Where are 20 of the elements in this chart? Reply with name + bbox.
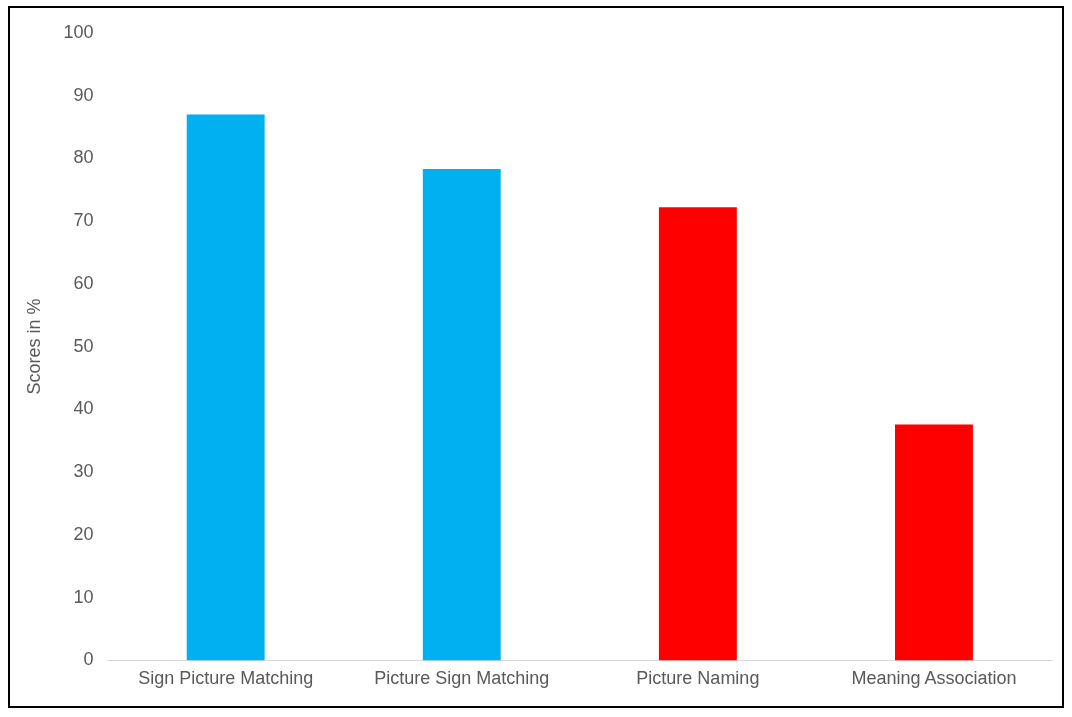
- bar: [186, 114, 265, 661]
- y-tick-label: 80: [73, 147, 94, 168]
- y-tick-label: 20: [73, 523, 94, 544]
- y-tick-label: 30: [73, 461, 94, 482]
- bar: [895, 424, 973, 661]
- y-tick-label: 40: [73, 398, 94, 419]
- y-tick-label: 10: [73, 586, 94, 607]
- y-tick-label: 0: [83, 649, 94, 670]
- x-tick-label: Sign Picture Matching: [138, 668, 314, 689]
- bar: [658, 207, 737, 661]
- x-tick-label: Meaning Association: [851, 668, 1017, 689]
- y-tick-label: 90: [73, 84, 94, 105]
- y-tick-label: 100: [63, 21, 94, 42]
- y-tick-label: 70: [73, 210, 94, 231]
- y-tick-label: 60: [73, 272, 94, 293]
- x-tick-label: Picture Sign Matching: [374, 668, 550, 689]
- x-tick-label: Picture Naming: [636, 668, 760, 689]
- y-axis-title: Scores in %: [23, 298, 44, 395]
- y-tick-label: 50: [73, 335, 94, 356]
- bar: [422, 168, 501, 661]
